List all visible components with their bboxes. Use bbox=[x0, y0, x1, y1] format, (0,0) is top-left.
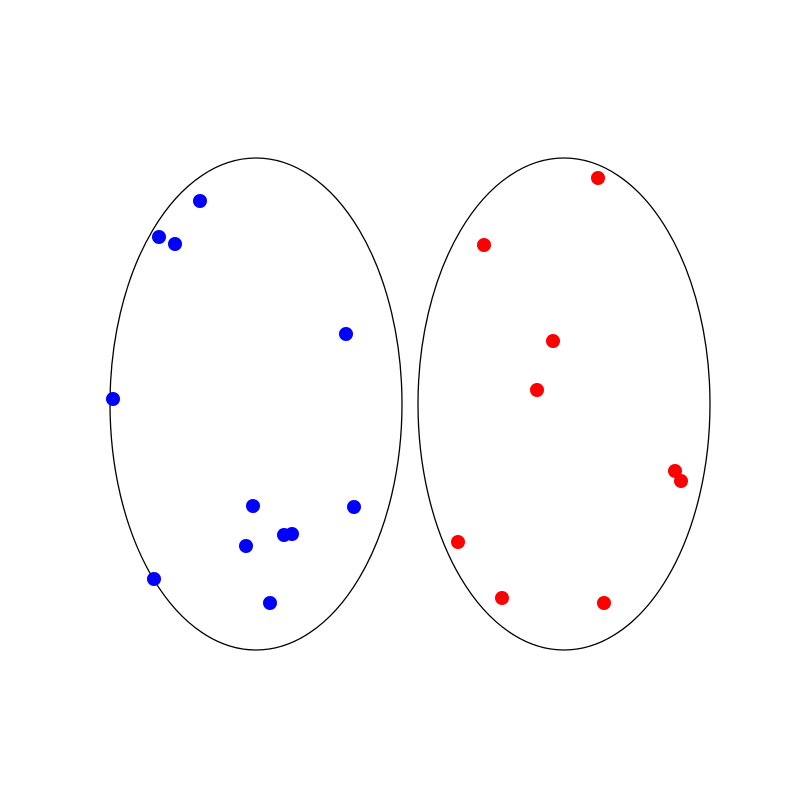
group-1-point-6 bbox=[246, 499, 260, 513]
group-1-point-4 bbox=[339, 327, 353, 341]
group-2-point-1 bbox=[591, 171, 605, 185]
group-1-point-12 bbox=[263, 596, 277, 610]
group-1-point-11 bbox=[147, 572, 161, 586]
group-outlines bbox=[109, 157, 711, 651]
group-1-point-10 bbox=[239, 539, 253, 553]
group-2-outline bbox=[417, 157, 711, 651]
group-1-point-3 bbox=[168, 237, 182, 251]
group-2-point-2 bbox=[477, 238, 491, 252]
group-1-point-5 bbox=[106, 392, 120, 406]
group-2-point-4 bbox=[530, 383, 544, 397]
group-2-point-6 bbox=[674, 474, 688, 488]
group-1-point-7 bbox=[347, 500, 361, 514]
group-1-point-9 bbox=[285, 527, 299, 541]
group-1-point-1 bbox=[193, 194, 207, 208]
scatter-points bbox=[106, 171, 688, 610]
group-2-point-3 bbox=[546, 334, 560, 348]
group-2-point-7 bbox=[451, 535, 465, 549]
group-2-point-8 bbox=[495, 591, 509, 605]
group-1-point-2 bbox=[152, 230, 166, 244]
group-2-point-9 bbox=[597, 596, 611, 610]
